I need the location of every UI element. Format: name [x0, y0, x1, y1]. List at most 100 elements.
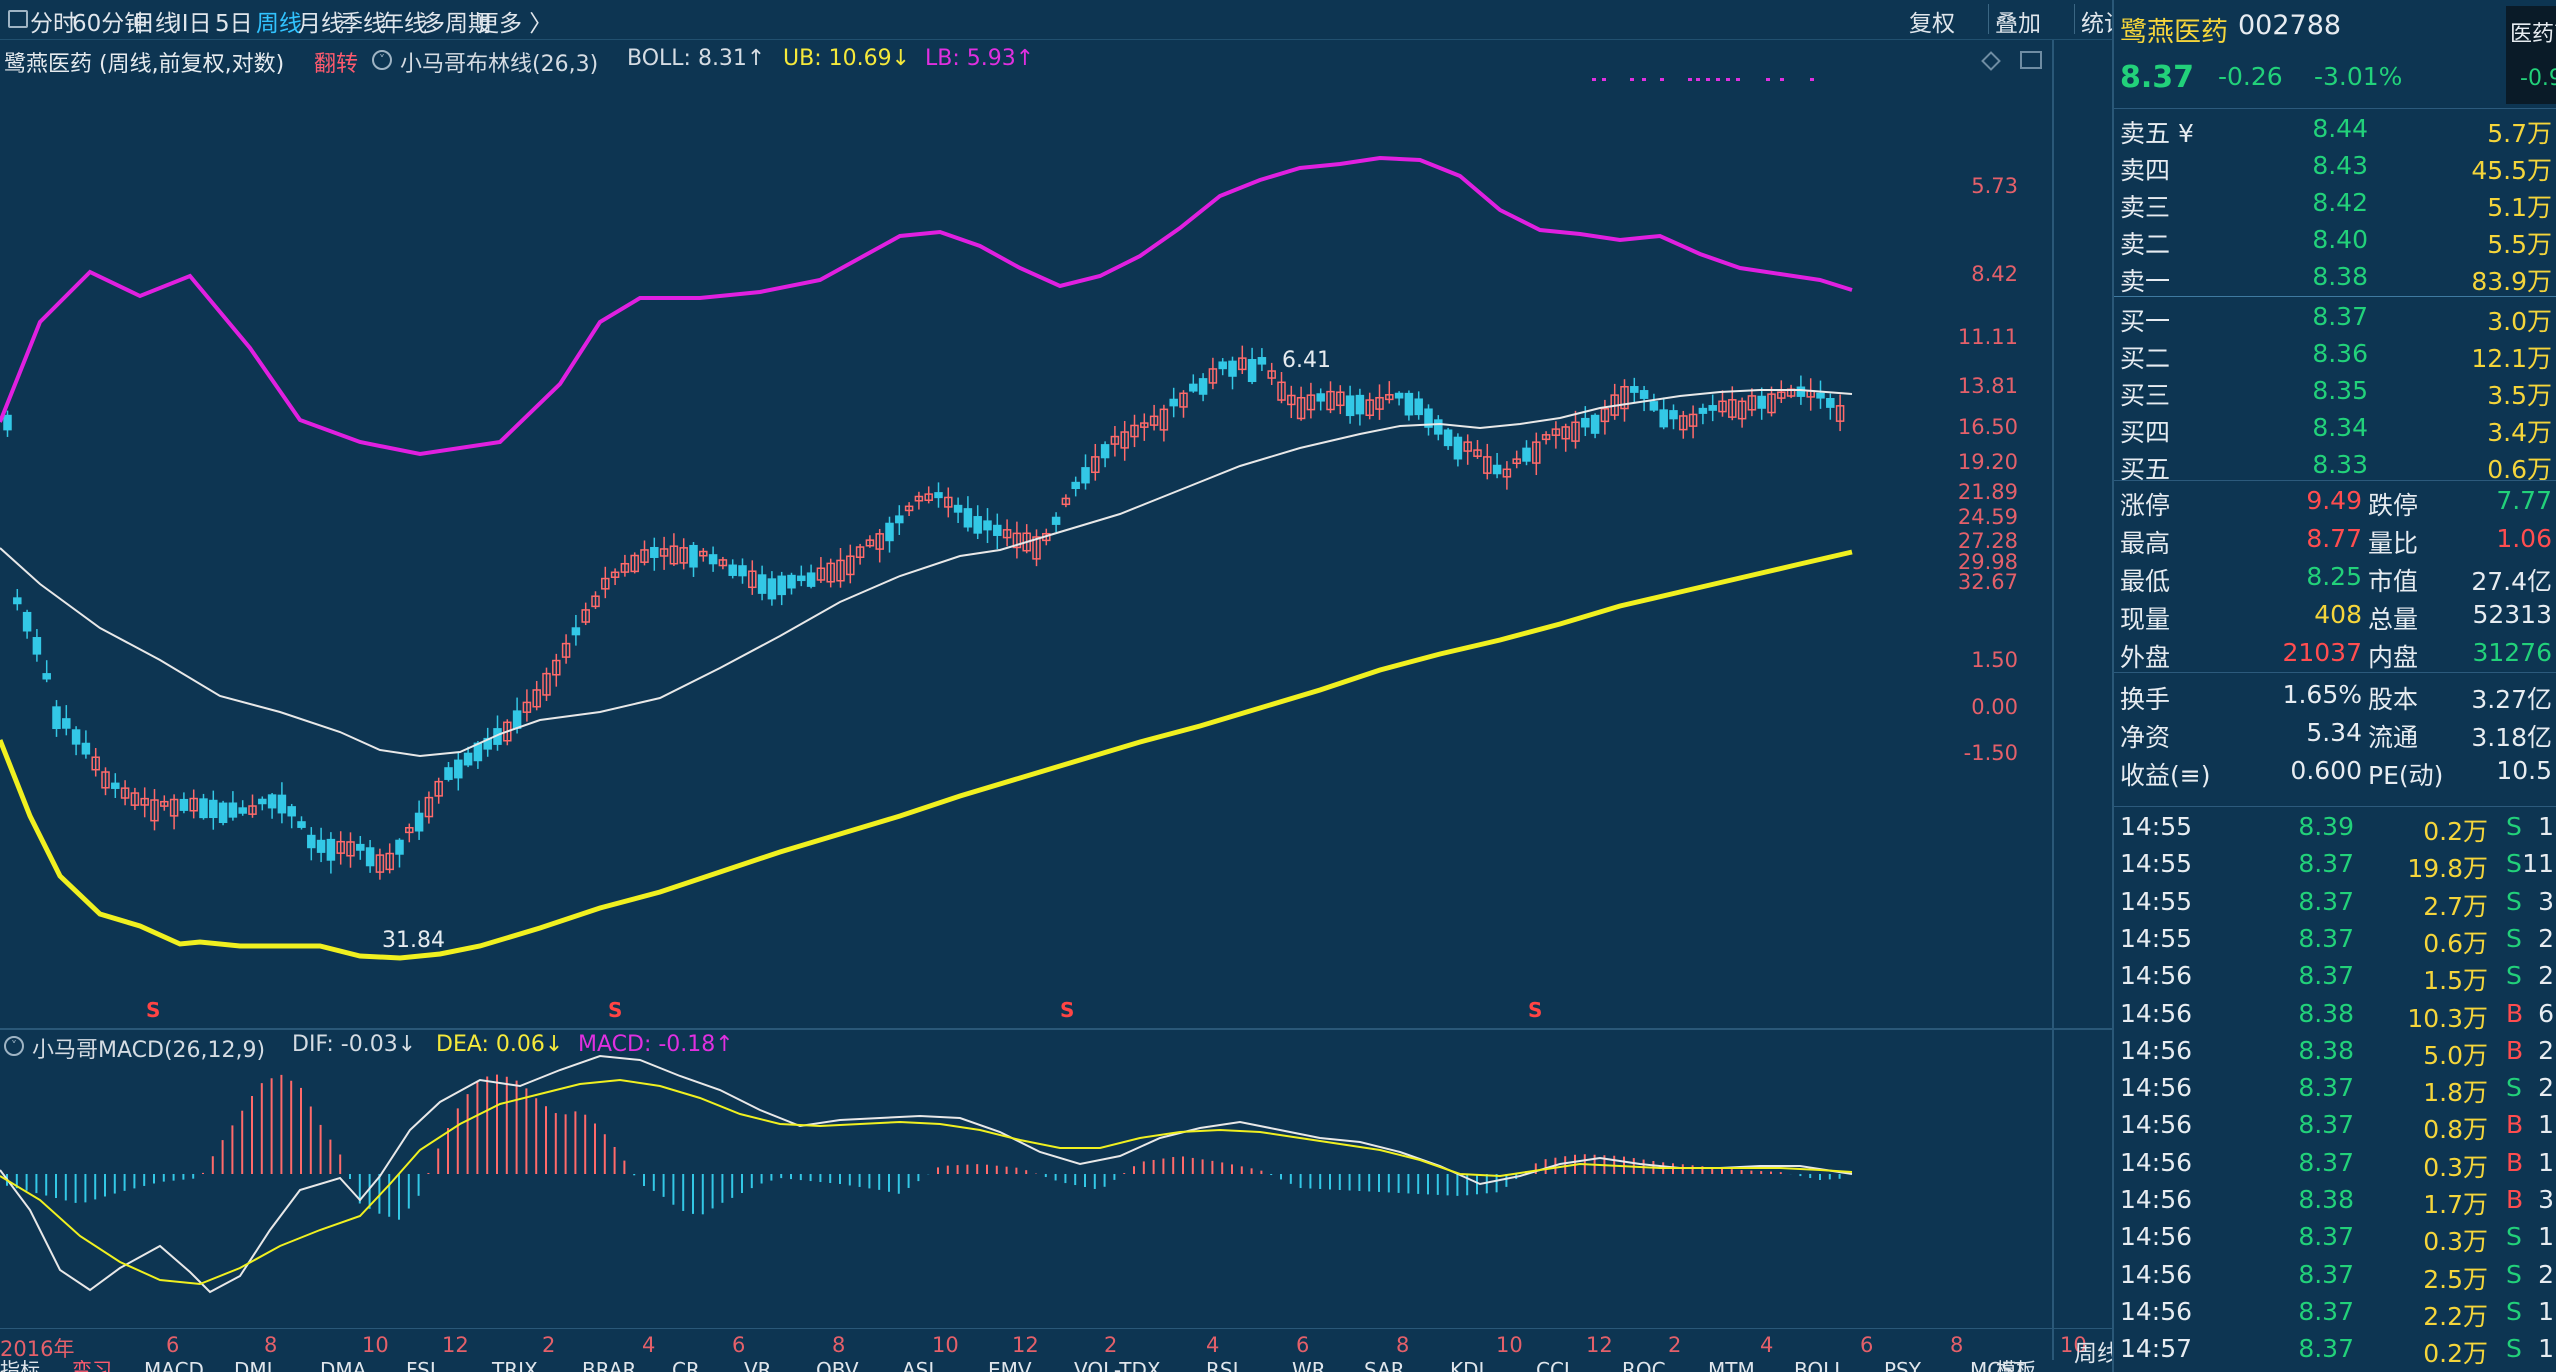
candle-body	[444, 767, 453, 780]
candle-body	[267, 794, 277, 809]
x-axis-label: 10	[2060, 1333, 2087, 1357]
candle-body	[1532, 441, 1541, 464]
toolbar-item-3[interactable]: II日	[175, 11, 212, 37]
candle-body	[120, 787, 130, 799]
candle-body	[904, 505, 914, 512]
stat-label: PE(动)	[2368, 761, 2444, 790]
signal-dot	[1592, 78, 1596, 81]
x-axis-label: 10	[1496, 1333, 1523, 1357]
toolbar-right-item-1[interactable]: 叠加	[1995, 11, 2041, 37]
indicator-settings-icon[interactable]: ˅	[372, 50, 392, 70]
indicator-tab[interactable]: ASI	[902, 1360, 935, 1372]
x-axis-label: 8	[264, 1333, 278, 1357]
candle-body	[1708, 405, 1717, 411]
tick-price: 8.37	[2298, 1334, 2354, 1364]
toolbar-item-6[interactable]: 月线	[298, 11, 344, 37]
indicator-tab[interactable]: MACD	[144, 1360, 204, 1372]
stock-name[interactable]: 鹭燕医药	[2120, 17, 2228, 48]
indicator-tab[interactable]: EMV	[988, 1360, 1032, 1372]
toolbar-item-0[interactable]: 分时	[30, 11, 76, 37]
indicator-tab[interactable]: PSY	[1884, 1360, 1921, 1372]
flip-toggle[interactable]: 翻转	[314, 52, 359, 77]
tick-count: 2	[2538, 1259, 2554, 1289]
toolbar-item-10[interactable]: 更多 〉	[476, 11, 553, 37]
stat-label: 量比	[2368, 529, 2419, 558]
stat-label: 现量	[2120, 605, 2171, 634]
window-icon[interactable]	[2020, 51, 2042, 69]
tick-volume: 10.3万	[2407, 1003, 2488, 1033]
signal-dot	[1780, 78, 1784, 81]
toolbar-item-1[interactable]: 60分钟	[72, 11, 148, 37]
indicator-tab[interactable]: TRIX	[492, 1360, 538, 1372]
toolbar-item-8[interactable]: 年线	[381, 11, 427, 37]
indicator-tab[interactable]: KDJ	[1450, 1360, 1485, 1372]
indicator-tab[interactable]: WR	[1292, 1360, 1326, 1372]
indicator-tab[interactable]: VOL-TDX	[1074, 1360, 1161, 1372]
toolbar-item-7[interactable]: 季线	[340, 11, 386, 37]
stat-value: 8.77	[2306, 524, 2362, 553]
template-tab[interactable]: 模板	[1996, 1360, 2036, 1372]
indicator-tab[interactable]: MTM	[1708, 1360, 1755, 1372]
tick-time: 14:56	[2120, 1073, 2193, 1103]
indicator-tab[interactable]: 指标	[0, 1360, 40, 1372]
macd-indicator-name: 小马哥MACD(26,12,9)	[32, 1038, 266, 1063]
candle-body	[81, 742, 91, 755]
sell-row-label: 卖四	[2120, 156, 2171, 185]
candle-body	[1551, 428, 1561, 436]
tick-volume: 0.3万	[2423, 1227, 2488, 1257]
stat-value: 3.18亿	[2471, 723, 2552, 752]
candle-body	[1032, 536, 1041, 560]
sell-row-volume: 5.1万	[2487, 193, 2552, 222]
toolbar-right-item-0[interactable]: 复权	[1909, 11, 1955, 37]
signal-dot	[1810, 78, 1814, 81]
annotation-low-value: 31.84	[382, 928, 445, 953]
candle-body	[963, 508, 973, 528]
indicator-tab[interactable]: 变习	[72, 1360, 112, 1372]
x-axis-label: 12	[442, 1333, 469, 1357]
lb-line	[0, 549, 1853, 961]
macd-value: MACD: -0.18↑	[578, 1032, 734, 1057]
candle-body	[1600, 408, 1610, 423]
indicator-tab[interactable]: DMI	[234, 1360, 273, 1372]
ub-line	[0, 155, 1853, 457]
indicator-tab[interactable]: ROC	[1622, 1360, 1666, 1372]
indicator-tab[interactable]: CCI	[1536, 1360, 1570, 1372]
candle-body	[885, 522, 894, 542]
indicator-tab[interactable]: BRAR	[582, 1360, 637, 1372]
indicator-tab[interactable]: VR	[744, 1360, 772, 1372]
tick-time: 14:55	[2120, 812, 2193, 841]
tick-volume: 0.3万	[2423, 1152, 2488, 1182]
candle-body	[62, 718, 71, 729]
divider-4	[2114, 672, 2556, 673]
indicator-tab[interactable]: DMA	[320, 1360, 367, 1372]
x-axis-label: 12	[1586, 1333, 1613, 1357]
tick-volume: 19.8万	[2407, 854, 2488, 884]
indicator-tab[interactable]: OBV	[816, 1360, 859, 1372]
signal-dot	[1696, 78, 1700, 81]
tick-volume: 5.0万	[2423, 1040, 2488, 1070]
candle-body	[1404, 392, 1414, 416]
candle-body	[826, 562, 835, 583]
indicator-tab[interactable]: BOLL	[1794, 1360, 1846, 1372]
tick-price: 8.37	[2298, 923, 2354, 953]
indicator-tab[interactable]: SAR	[1364, 1360, 1405, 1372]
stock-price: 8.37	[2120, 60, 2195, 95]
toolbar-item-4[interactable]: 5日	[215, 11, 253, 37]
candle-body	[718, 559, 728, 567]
candle-body	[1110, 435, 1120, 445]
sell-row-volume: 45.5万	[2471, 156, 2552, 185]
indicator-tab[interactable]: CR	[672, 1360, 700, 1372]
toolbar-item-9[interactable]: 多周期	[422, 11, 491, 37]
indicator-tab[interactable]: FSL	[406, 1360, 441, 1372]
indicator-tab[interactable]: RSI	[1206, 1360, 1239, 1372]
candle-body	[1688, 413, 1698, 427]
panel-toggle-icon[interactable]	[8, 10, 28, 28]
sell-row-price: 8.44	[2312, 114, 2368, 143]
sector-box[interactable]	[2506, 6, 2556, 104]
indicator-tab[interactable]: MCST	[1970, 1360, 2027, 1372]
toolbar-item-5[interactable]: 周线	[256, 11, 302, 37]
candle-body	[1394, 392, 1404, 399]
candle-body	[1483, 456, 1492, 474]
macd-settings-icon[interactable]: ˅	[4, 1036, 24, 1056]
toolbar-item-2[interactable]: 日线	[132, 11, 178, 37]
